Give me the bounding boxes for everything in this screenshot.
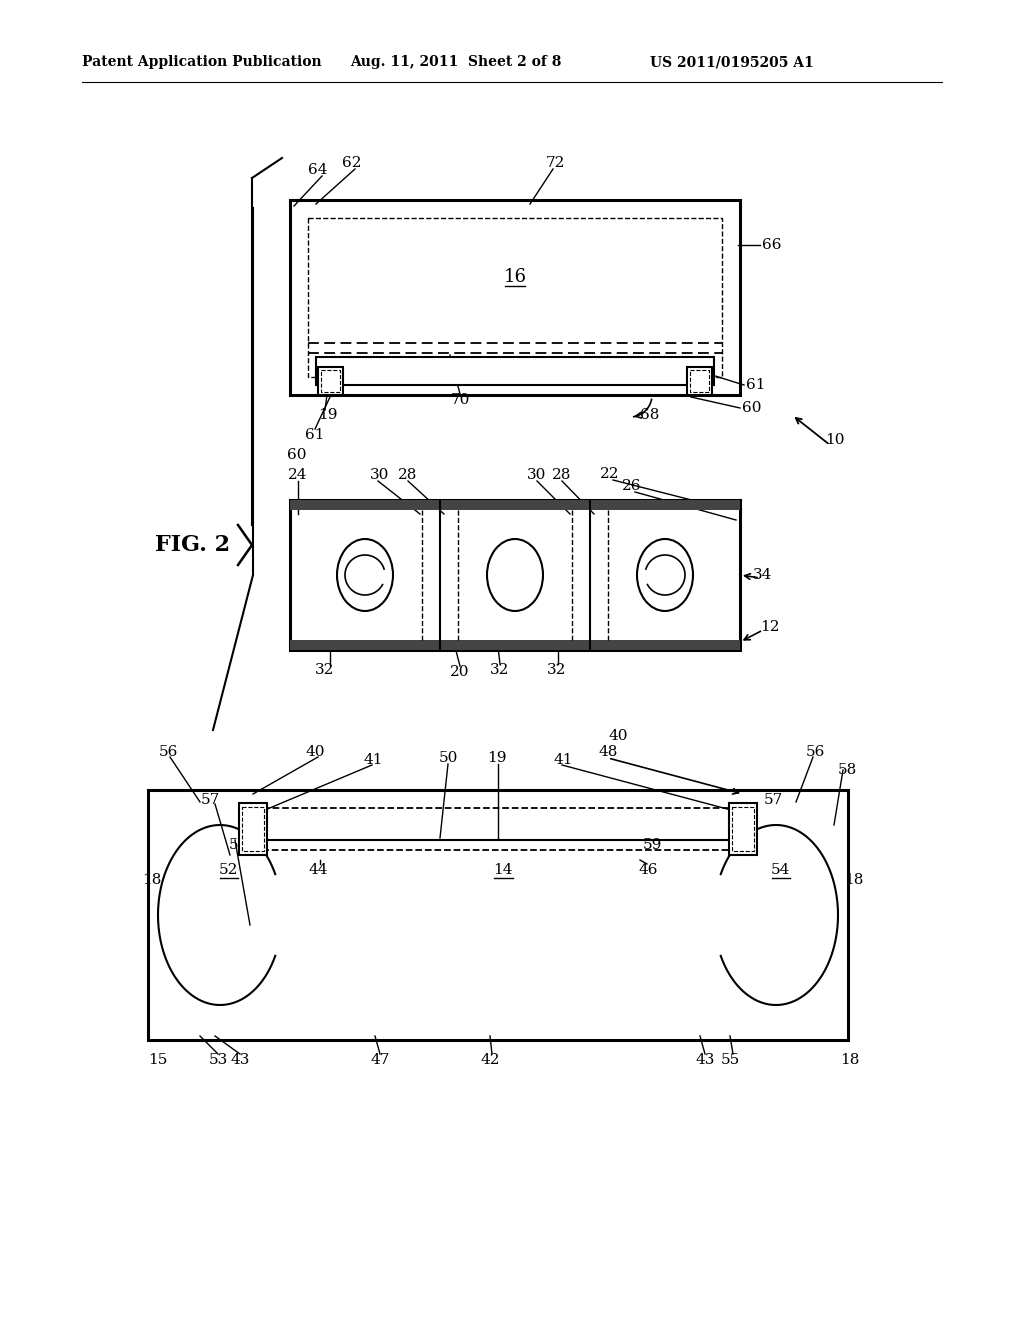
Text: 57: 57 xyxy=(763,793,782,807)
Ellipse shape xyxy=(487,539,543,611)
Text: 41: 41 xyxy=(553,752,572,767)
Text: 70: 70 xyxy=(451,393,470,407)
Text: 60: 60 xyxy=(288,447,307,462)
Text: 22: 22 xyxy=(600,467,620,480)
Text: 10: 10 xyxy=(825,433,845,447)
Text: 40: 40 xyxy=(305,744,325,759)
Text: 32: 32 xyxy=(547,663,566,677)
Text: 54: 54 xyxy=(770,863,790,876)
Text: 26: 26 xyxy=(623,479,642,492)
Text: 18: 18 xyxy=(841,1053,860,1067)
Bar xyxy=(242,807,264,851)
Text: 40: 40 xyxy=(608,729,628,743)
Text: 66: 66 xyxy=(762,238,781,252)
Bar xyxy=(290,500,740,510)
Text: 16: 16 xyxy=(504,268,526,286)
Text: 56: 56 xyxy=(159,744,178,759)
Text: 15: 15 xyxy=(148,1053,168,1067)
Bar xyxy=(239,803,267,855)
Bar xyxy=(263,808,733,850)
Text: 57: 57 xyxy=(201,793,219,807)
Text: 57: 57 xyxy=(228,838,248,851)
Text: 42: 42 xyxy=(480,1053,500,1067)
Text: 48: 48 xyxy=(598,744,617,759)
Bar xyxy=(732,807,754,851)
Text: 61: 61 xyxy=(746,378,766,392)
Text: 72: 72 xyxy=(546,156,564,170)
Bar xyxy=(290,201,740,395)
Text: 46: 46 xyxy=(638,863,657,876)
Text: 47: 47 xyxy=(371,1053,390,1067)
Text: 18: 18 xyxy=(845,873,863,887)
Bar xyxy=(308,218,722,378)
Text: 68: 68 xyxy=(640,408,659,422)
Text: 44: 44 xyxy=(308,863,328,876)
Text: 30: 30 xyxy=(371,469,390,482)
Text: 52: 52 xyxy=(218,863,238,876)
Text: 59: 59 xyxy=(642,838,662,851)
Text: 53: 53 xyxy=(208,1053,227,1067)
Text: 41: 41 xyxy=(364,752,383,767)
Text: 60: 60 xyxy=(742,401,762,414)
Text: US 2011/0195205 A1: US 2011/0195205 A1 xyxy=(650,55,814,69)
Text: Patent Application Publication: Patent Application Publication xyxy=(82,55,322,69)
Text: 20: 20 xyxy=(451,665,470,678)
Text: Aug. 11, 2011  Sheet 2 of 8: Aug. 11, 2011 Sheet 2 of 8 xyxy=(350,55,561,69)
Text: 32: 32 xyxy=(490,663,510,677)
Text: 24: 24 xyxy=(288,469,308,482)
Text: 12: 12 xyxy=(760,620,779,634)
Text: 61: 61 xyxy=(305,428,325,442)
Text: 32: 32 xyxy=(315,663,335,677)
Text: 34: 34 xyxy=(753,568,772,582)
Text: 28: 28 xyxy=(552,469,571,482)
Bar xyxy=(316,356,714,385)
Text: 14: 14 xyxy=(494,863,513,876)
Bar xyxy=(318,367,343,395)
Text: 58: 58 xyxy=(838,763,857,777)
Bar xyxy=(290,500,740,649)
Text: 64: 64 xyxy=(308,162,328,177)
Ellipse shape xyxy=(637,539,693,611)
Text: 50: 50 xyxy=(438,751,458,766)
Bar xyxy=(148,789,848,1040)
Ellipse shape xyxy=(337,539,393,611)
Text: 56: 56 xyxy=(805,744,824,759)
Bar xyxy=(321,370,340,392)
Text: 30: 30 xyxy=(527,469,547,482)
Text: 43: 43 xyxy=(230,1053,250,1067)
Text: 19: 19 xyxy=(487,751,507,766)
Bar xyxy=(690,370,709,392)
Bar xyxy=(729,803,757,855)
Text: 62: 62 xyxy=(342,156,361,170)
Text: 28: 28 xyxy=(398,469,418,482)
Text: 55: 55 xyxy=(720,1053,739,1067)
Text: 43: 43 xyxy=(695,1053,715,1067)
Bar xyxy=(687,367,712,395)
Bar xyxy=(290,640,740,649)
Text: FIG. 2: FIG. 2 xyxy=(155,535,230,556)
Text: 19: 19 xyxy=(318,408,338,422)
Text: 18: 18 xyxy=(142,873,162,887)
